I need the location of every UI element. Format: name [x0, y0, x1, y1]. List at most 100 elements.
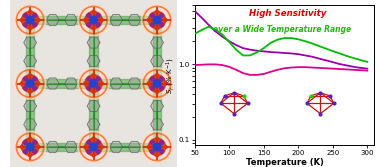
Circle shape [96, 14, 100, 18]
Circle shape [96, 23, 100, 27]
Circle shape [96, 86, 100, 90]
Circle shape [155, 90, 158, 93]
Circle shape [29, 27, 32, 30]
Circle shape [101, 82, 104, 85]
Circle shape [150, 23, 155, 27]
Circle shape [160, 23, 164, 27]
Polygon shape [24, 37, 36, 48]
Polygon shape [87, 37, 100, 48]
Circle shape [160, 77, 164, 81]
Circle shape [85, 11, 102, 29]
Polygon shape [65, 141, 77, 152]
Circle shape [29, 154, 32, 157]
Circle shape [22, 75, 39, 92]
Polygon shape [24, 55, 36, 66]
Circle shape [23, 140, 28, 144]
Polygon shape [151, 37, 163, 48]
Circle shape [23, 14, 28, 18]
Circle shape [90, 80, 97, 87]
Polygon shape [46, 141, 59, 152]
Circle shape [85, 75, 102, 92]
Circle shape [87, 149, 91, 153]
Text: over a Wide Temperature Range: over a Wide Temperature Range [212, 25, 351, 34]
Text: EnT1: EnT1 [0, 166, 1, 167]
Circle shape [160, 140, 164, 144]
Circle shape [87, 14, 91, 18]
Text: High Sensitivity: High Sensitivity [249, 9, 326, 18]
Circle shape [96, 140, 100, 144]
Polygon shape [128, 141, 141, 152]
Polygon shape [65, 15, 77, 26]
Polygon shape [151, 119, 163, 130]
Circle shape [23, 86, 28, 90]
Circle shape [92, 154, 95, 157]
Circle shape [33, 140, 37, 144]
Circle shape [29, 10, 32, 13]
Polygon shape [110, 15, 122, 26]
Circle shape [92, 27, 95, 30]
Circle shape [160, 86, 164, 90]
Circle shape [155, 27, 158, 30]
Circle shape [23, 77, 28, 81]
Circle shape [22, 138, 39, 156]
Circle shape [150, 77, 155, 81]
Circle shape [101, 145, 104, 148]
Circle shape [150, 14, 155, 18]
Circle shape [153, 80, 161, 87]
Circle shape [155, 10, 158, 13]
Circle shape [96, 77, 100, 81]
Circle shape [164, 145, 167, 148]
Circle shape [33, 86, 37, 90]
Circle shape [23, 23, 28, 27]
Y-axis label: $S_r$ (%·K$^{-1}$): $S_r$ (%·K$^{-1}$) [165, 57, 177, 94]
Polygon shape [151, 55, 163, 66]
Circle shape [150, 86, 155, 90]
Circle shape [14, 4, 46, 36]
Circle shape [37, 19, 40, 22]
Circle shape [20, 145, 23, 148]
Circle shape [164, 82, 167, 85]
Circle shape [14, 131, 46, 163]
Circle shape [87, 140, 91, 144]
Polygon shape [87, 101, 100, 112]
Circle shape [22, 11, 39, 29]
Circle shape [153, 16, 161, 24]
Circle shape [164, 19, 167, 22]
Circle shape [155, 74, 158, 77]
Circle shape [150, 149, 155, 153]
Circle shape [148, 75, 166, 92]
Circle shape [26, 80, 34, 87]
Polygon shape [46, 78, 59, 89]
Circle shape [14, 68, 46, 99]
Circle shape [33, 14, 37, 18]
Polygon shape [65, 78, 77, 89]
Circle shape [141, 4, 173, 36]
Circle shape [23, 149, 28, 153]
Circle shape [141, 131, 173, 163]
Polygon shape [128, 15, 141, 26]
Polygon shape [110, 78, 122, 89]
Polygon shape [46, 15, 59, 26]
Circle shape [148, 138, 166, 156]
Circle shape [96, 149, 100, 153]
Circle shape [84, 145, 87, 148]
Circle shape [141, 68, 173, 99]
Circle shape [85, 138, 102, 156]
Circle shape [33, 149, 37, 153]
Circle shape [150, 140, 155, 144]
Circle shape [147, 82, 150, 85]
Circle shape [87, 23, 91, 27]
Circle shape [84, 82, 87, 85]
Circle shape [147, 19, 150, 22]
Circle shape [26, 16, 34, 24]
Polygon shape [87, 119, 100, 130]
Circle shape [148, 11, 166, 29]
Circle shape [37, 145, 40, 148]
Circle shape [84, 19, 87, 22]
Circle shape [20, 19, 23, 22]
Circle shape [37, 82, 40, 85]
Circle shape [20, 82, 23, 85]
Polygon shape [110, 141, 122, 152]
Polygon shape [87, 55, 100, 66]
Polygon shape [128, 78, 141, 89]
